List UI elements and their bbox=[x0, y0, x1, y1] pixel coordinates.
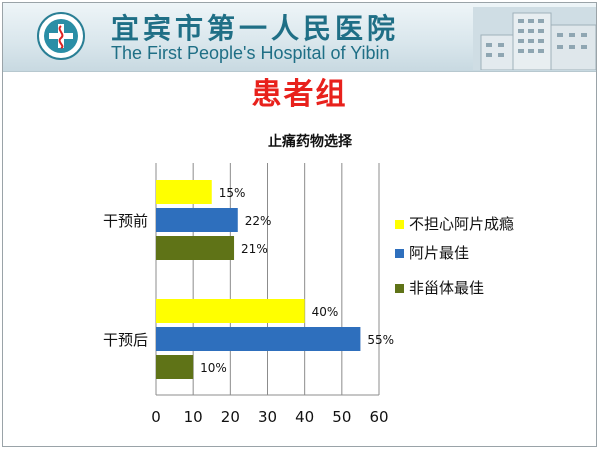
legend-swatch bbox=[395, 220, 404, 229]
header-banner: 宜宾市第一人民医院 The First People's Hospital of… bbox=[3, 3, 596, 72]
slide-title: 患者组 bbox=[251, 77, 348, 112]
x-tick-label: 50 bbox=[332, 408, 351, 426]
category-label: 干预后 bbox=[103, 331, 148, 349]
data-label: 21% bbox=[241, 242, 268, 256]
hospital-building-icon bbox=[473, 7, 596, 70]
legend-label: 不担心阿片成瘾 bbox=[409, 215, 515, 233]
data-label: 15% bbox=[219, 186, 246, 200]
x-tick-label: 0 bbox=[151, 408, 161, 426]
legend-item: 非甾体最佳 bbox=[395, 279, 545, 298]
data-label: 55% bbox=[367, 333, 394, 347]
data-label: 40% bbox=[312, 305, 339, 319]
legend-swatch bbox=[395, 284, 404, 293]
bar bbox=[156, 180, 212, 204]
x-tick-label: 20 bbox=[221, 408, 240, 426]
chart-area: 止痛药物选择 0 10 20 30 40 50 60 15% 22% 21% 干预前 40% 55% 10… bbox=[69, 123, 551, 443]
legend-item: 阿片最佳 bbox=[395, 244, 545, 263]
bar bbox=[156, 236, 235, 260]
bar bbox=[156, 208, 238, 232]
category-label: 干预前 bbox=[103, 212, 148, 230]
legend-label: 非甾体最佳 bbox=[409, 279, 485, 297]
chart-title: 止痛药物选择 bbox=[268, 134, 352, 150]
legend-item: 不担心阿片成瘾 bbox=[395, 215, 545, 234]
legend-swatch bbox=[395, 249, 404, 258]
hospital-name-en: The First People's Hospital of Yibin bbox=[111, 43, 390, 63]
x-tick-label: 40 bbox=[295, 408, 314, 426]
bar bbox=[156, 355, 194, 379]
hospital-emblem-icon bbox=[37, 12, 85, 60]
legend-label: 阿片最佳 bbox=[409, 244, 470, 262]
bar bbox=[156, 327, 361, 351]
hospital-name-cn: 宜宾市第一人民医院 bbox=[111, 12, 400, 45]
data-label: 10% bbox=[200, 361, 227, 375]
bar-chart: 0 10 20 30 40 50 60 15% 22% 21% 干预前 40% 55% 10% 干预后 bbox=[103, 163, 394, 426]
chart-legend: 不担心阿片成瘾 阿片最佳非甾体最佳 bbox=[395, 215, 545, 298]
data-label: 22% bbox=[245, 214, 272, 228]
x-tick-label: 60 bbox=[369, 408, 388, 426]
x-tick-label: 10 bbox=[184, 408, 203, 426]
bar bbox=[156, 299, 305, 323]
x-tick-label: 30 bbox=[258, 408, 277, 426]
